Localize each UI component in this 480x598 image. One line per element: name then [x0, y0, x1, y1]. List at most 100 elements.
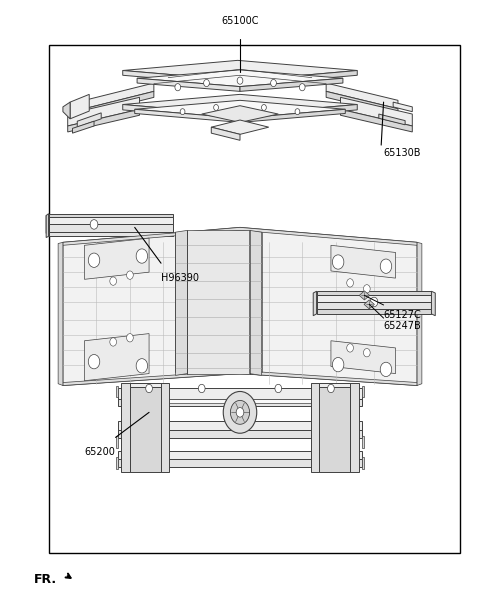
Polygon shape	[48, 217, 173, 224]
Circle shape	[363, 285, 370, 293]
Polygon shape	[317, 302, 432, 309]
Polygon shape	[211, 120, 269, 135]
Polygon shape	[362, 386, 364, 398]
Circle shape	[198, 385, 205, 393]
Circle shape	[90, 219, 98, 229]
Circle shape	[136, 249, 148, 263]
Polygon shape	[317, 295, 432, 302]
Polygon shape	[317, 309, 432, 314]
Text: 65127C: 65127C	[384, 310, 421, 319]
Circle shape	[370, 297, 378, 307]
Circle shape	[271, 80, 276, 87]
Polygon shape	[123, 94, 357, 115]
Circle shape	[363, 349, 370, 357]
Polygon shape	[46, 213, 48, 237]
Polygon shape	[135, 100, 345, 118]
Circle shape	[110, 338, 117, 346]
Circle shape	[347, 279, 353, 287]
Polygon shape	[202, 106, 278, 123]
Polygon shape	[187, 230, 250, 374]
Polygon shape	[319, 383, 350, 472]
Polygon shape	[84, 83, 154, 109]
Polygon shape	[331, 245, 396, 278]
Circle shape	[204, 80, 209, 87]
Circle shape	[214, 105, 218, 111]
Polygon shape	[313, 291, 317, 316]
Polygon shape	[123, 105, 240, 120]
Polygon shape	[116, 436, 118, 448]
Circle shape	[88, 253, 100, 267]
Polygon shape	[362, 436, 364, 448]
Polygon shape	[135, 399, 345, 404]
Polygon shape	[317, 291, 432, 295]
Polygon shape	[350, 383, 359, 472]
Polygon shape	[116, 457, 118, 469]
Polygon shape	[130, 383, 161, 387]
Polygon shape	[46, 215, 48, 233]
Circle shape	[127, 334, 133, 342]
Polygon shape	[393, 102, 412, 112]
Circle shape	[262, 105, 266, 111]
Polygon shape	[48, 213, 173, 217]
Circle shape	[332, 255, 344, 269]
Text: 65247B: 65247B	[384, 321, 421, 331]
Text: 65100C: 65100C	[221, 16, 259, 26]
Circle shape	[300, 84, 305, 91]
Polygon shape	[240, 109, 345, 123]
Polygon shape	[84, 238, 149, 279]
Polygon shape	[84, 91, 154, 115]
Polygon shape	[379, 114, 405, 125]
Circle shape	[180, 109, 185, 115]
Polygon shape	[116, 386, 118, 398]
Polygon shape	[48, 231, 173, 236]
Polygon shape	[77, 113, 101, 127]
Polygon shape	[432, 291, 435, 316]
Polygon shape	[118, 430, 362, 438]
Circle shape	[295, 109, 300, 115]
Polygon shape	[84, 334, 149, 381]
Polygon shape	[417, 242, 422, 386]
Circle shape	[380, 362, 392, 377]
Polygon shape	[362, 457, 364, 469]
Polygon shape	[118, 459, 362, 466]
Circle shape	[237, 77, 243, 84]
Circle shape	[347, 344, 353, 352]
Polygon shape	[137, 78, 240, 91]
Circle shape	[136, 359, 148, 373]
Polygon shape	[326, 91, 398, 115]
Polygon shape	[68, 97, 140, 126]
Bar	[48, 45, 460, 553]
Polygon shape	[340, 97, 412, 126]
Polygon shape	[311, 383, 319, 472]
Polygon shape	[242, 71, 357, 86]
Polygon shape	[364, 300, 374, 309]
Circle shape	[230, 401, 250, 425]
Polygon shape	[63, 371, 417, 386]
Text: H96390: H96390	[161, 273, 199, 283]
Circle shape	[223, 392, 257, 433]
Polygon shape	[359, 291, 370, 300]
Circle shape	[332, 358, 344, 372]
Polygon shape	[211, 127, 240, 141]
Polygon shape	[240, 78, 343, 91]
Circle shape	[127, 271, 133, 279]
Circle shape	[88, 355, 100, 369]
Polygon shape	[118, 399, 362, 407]
Polygon shape	[58, 242, 63, 386]
Polygon shape	[175, 230, 187, 376]
Circle shape	[110, 277, 117, 285]
Polygon shape	[70, 94, 89, 119]
Polygon shape	[118, 389, 362, 399]
Circle shape	[146, 385, 153, 393]
Polygon shape	[72, 121, 94, 133]
Text: 65200: 65200	[84, 447, 115, 457]
Polygon shape	[63, 227, 417, 245]
Polygon shape	[319, 383, 350, 387]
Polygon shape	[250, 230, 262, 376]
Polygon shape	[137, 70, 343, 87]
Circle shape	[380, 259, 392, 273]
Polygon shape	[123, 71, 242, 86]
Circle shape	[327, 385, 334, 393]
Polygon shape	[123, 60, 357, 81]
Polygon shape	[340, 109, 412, 132]
